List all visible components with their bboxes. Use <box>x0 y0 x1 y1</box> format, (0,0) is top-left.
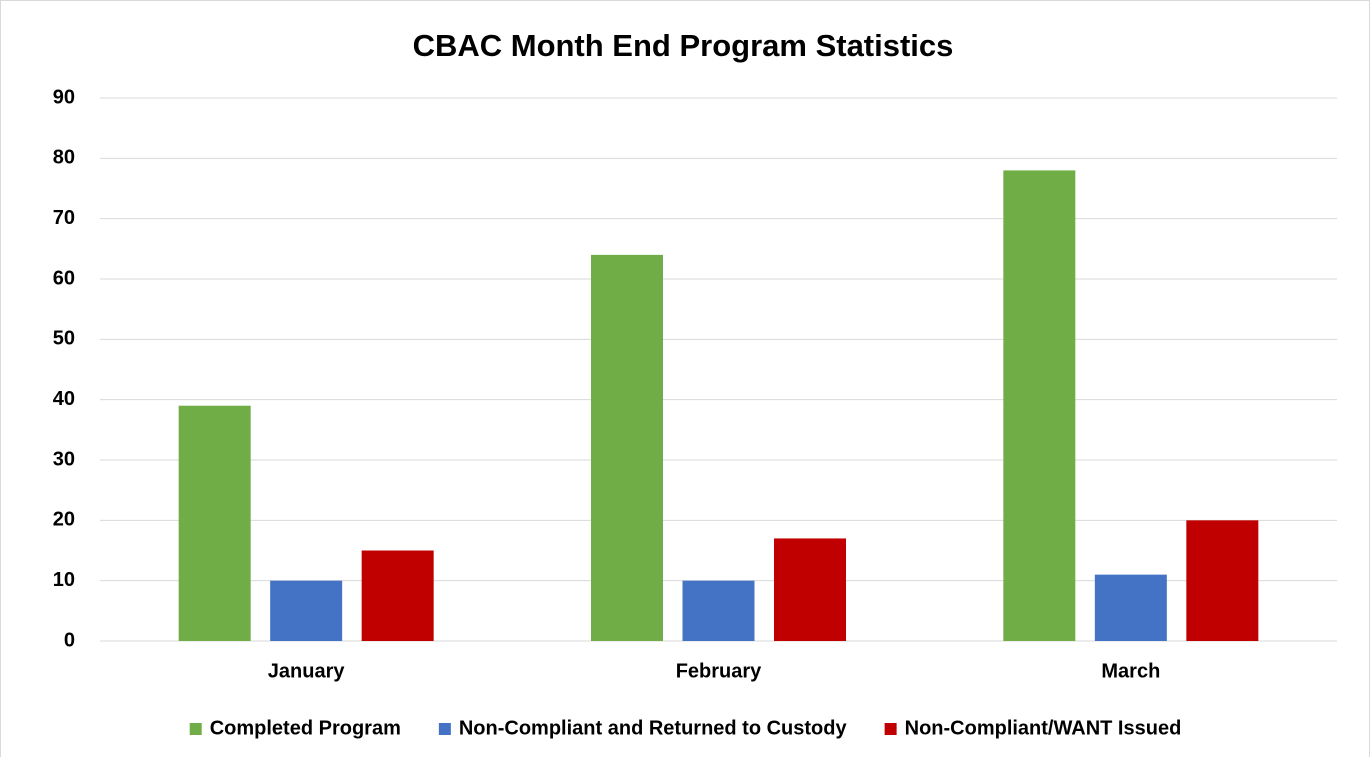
bar <box>682 580 755 641</box>
x-tick-label: January <box>268 660 346 682</box>
bar <box>178 405 251 641</box>
bar <box>1003 170 1076 641</box>
y-tick-label: 90 <box>53 86 75 108</box>
chart-title: CBAC Month End Program Statistics <box>413 28 954 63</box>
y-tick-label: 70 <box>53 207 75 229</box>
bar <box>774 538 846 641</box>
bar <box>591 254 663 641</box>
bar <box>1094 574 1167 641</box>
legend-label: Completed Program <box>210 717 401 739</box>
bar <box>361 550 434 641</box>
y-tick-label: 80 <box>53 147 75 169</box>
legend-label: Non-Compliant and Returned to Custody <box>459 717 848 739</box>
legend-swatch <box>884 723 897 735</box>
x-tick-label: February <box>676 660 762 682</box>
y-tick-label: 50 <box>53 328 75 350</box>
y-tick-label: 0 <box>64 629 75 651</box>
x-tick-label: March <box>1101 660 1160 682</box>
legend-swatch <box>189 723 202 735</box>
y-tick-label: 40 <box>53 388 75 410</box>
y-tick-label: 20 <box>53 509 75 531</box>
y-tick-label: 30 <box>53 448 75 470</box>
legend-label: Non-Compliant/WANT Issued <box>905 717 1182 739</box>
legend-swatch <box>438 723 451 735</box>
y-tick-label: 10 <box>53 569 75 591</box>
bar <box>1186 520 1259 641</box>
bar <box>270 580 343 641</box>
y-tick-label: 60 <box>53 267 75 289</box>
